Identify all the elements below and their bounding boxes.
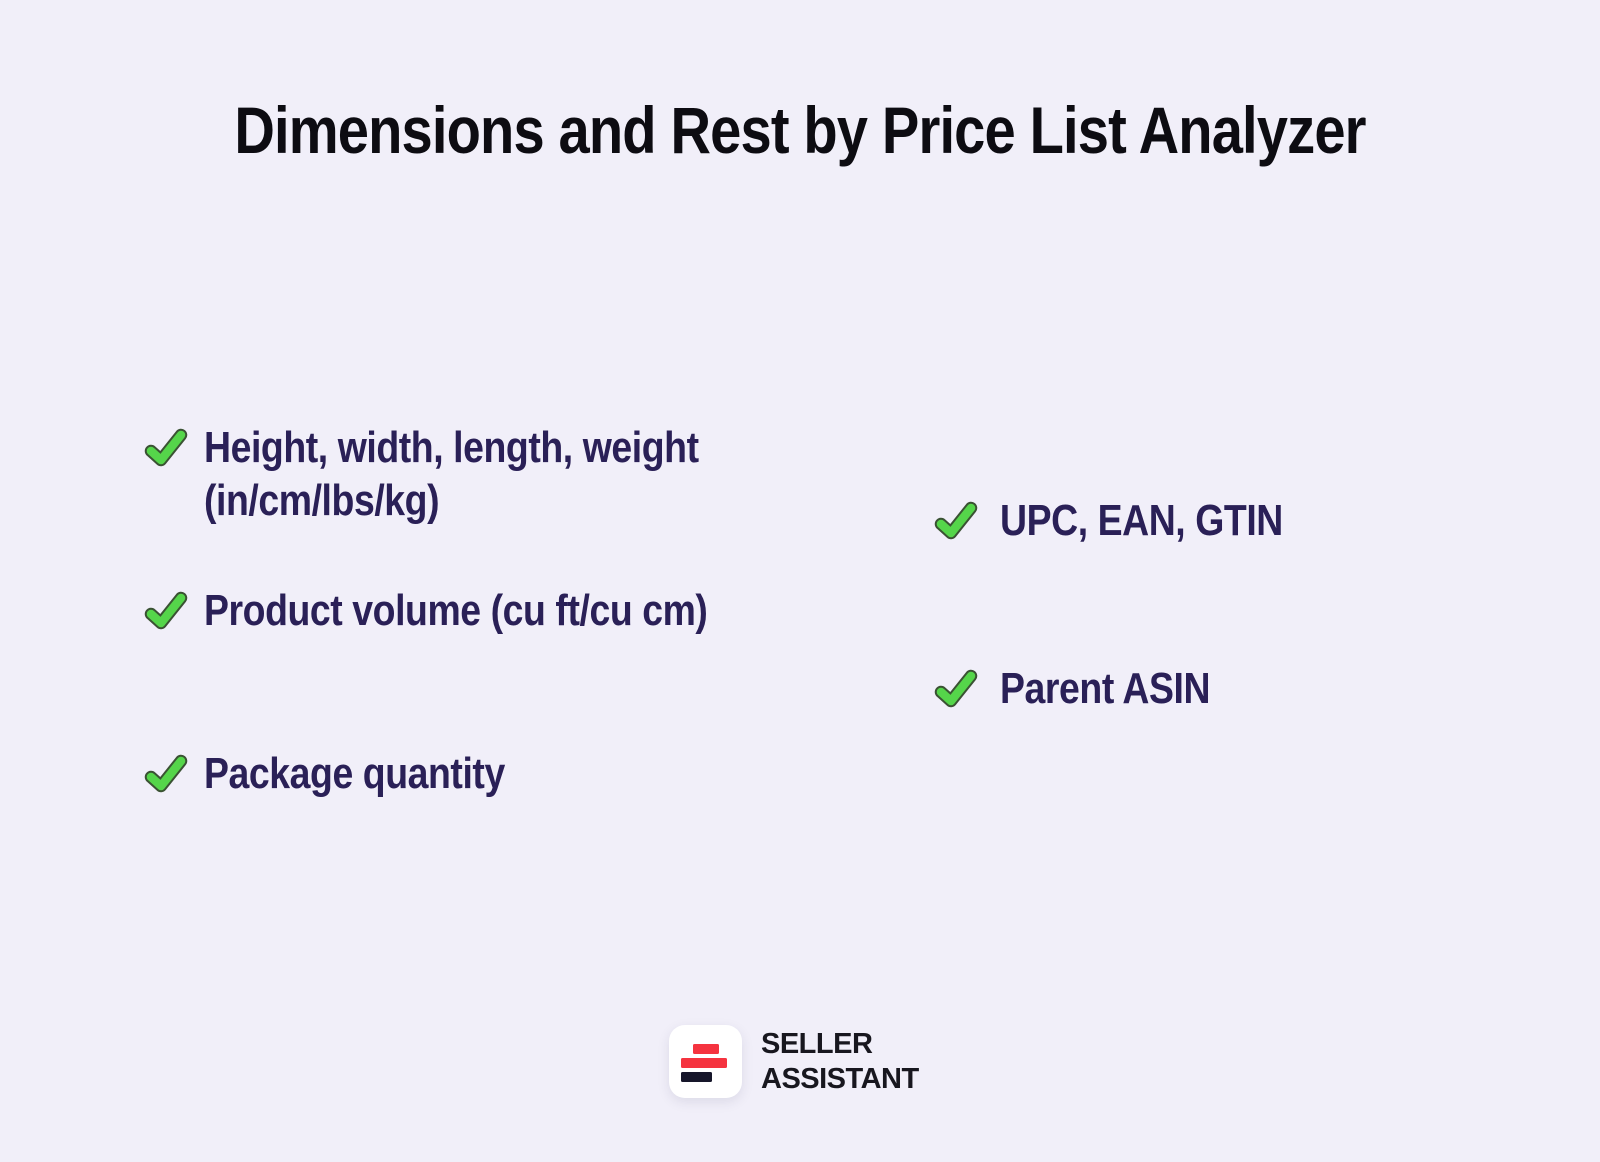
checklist-item-dimensions: Height, width, length, weight (in/cm/lbs… <box>143 421 786 527</box>
logo-bar-middle <box>681 1058 727 1068</box>
check-icon <box>934 669 978 708</box>
seller-assistant-logo-icon <box>669 1025 742 1098</box>
checklist-item-line1: Height, width, length, weight <box>204 423 699 472</box>
page-title: Dimensions and Rest by Price List Analyz… <box>234 93 1366 167</box>
wordmark-line2: ASSISTANT <box>761 1062 919 1095</box>
checklist-item-upc-ean-gtin: UPC, EAN, GTIN <box>933 494 1333 547</box>
check-icon <box>144 591 188 630</box>
logo-bar-bottom <box>681 1072 712 1082</box>
checklist-item-label: Product volume (cu ft/cu cm) <box>204 586 708 635</box>
checklist-item-product-volume: Product volume (cu ft/cu cm) <box>143 584 796 637</box>
checklist-item-label: UPC, EAN, GTIN <box>1000 496 1283 545</box>
check-icon <box>144 428 188 467</box>
checklist-item-label: Height, width, length, weight (in/cm/lbs… <box>204 421 699 527</box>
logo-bar-top <box>693 1044 719 1054</box>
wordmark-line1: SELLER <box>761 1027 873 1060</box>
checklist-item-package-quantity: Package quantity <box>143 747 558 800</box>
checklist-item-label: Package quantity <box>204 749 505 798</box>
seller-assistant-wordmark: SELLER ASSISTANT <box>761 1027 919 1097</box>
check-icon <box>934 501 978 540</box>
seller-assistant-logo: SELLER ASSISTANT <box>669 1025 919 1098</box>
checklist-item-line2: (in/cm/lbs/kg) <box>204 476 440 525</box>
check-icon <box>144 754 188 793</box>
checklist-item-label: Parent ASIN <box>1000 664 1211 713</box>
checklist-item-parent-asin: Parent ASIN <box>933 662 1247 715</box>
